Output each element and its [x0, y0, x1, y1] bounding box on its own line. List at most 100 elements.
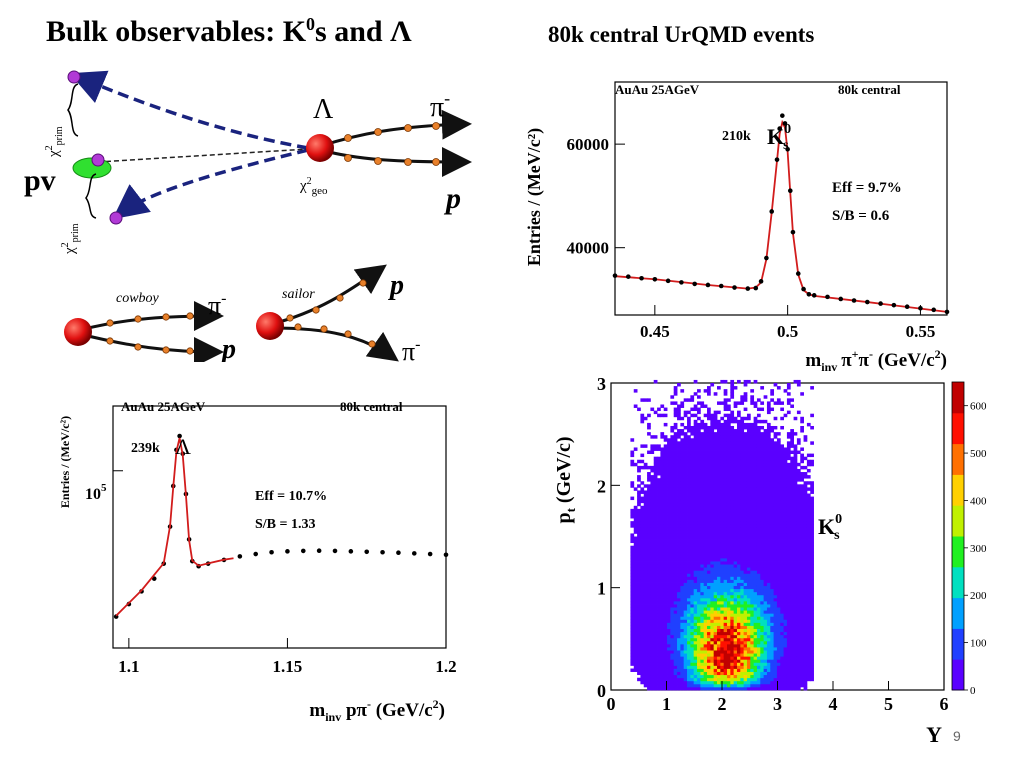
heatmap-cell [783, 677, 788, 682]
heatmap-cell [763, 640, 768, 645]
heatmap-cell [717, 518, 721, 522]
heatmap-cell [697, 582, 701, 587]
heatmap-cell [790, 557, 794, 562]
heatmap-cell [750, 435, 755, 439]
heatmap-cell [720, 521, 725, 525]
heatmap-cell [663, 539, 668, 544]
heatmap-cell [770, 610, 775, 614]
heatmap-cell [700, 438, 705, 442]
heatmap-cell [780, 613, 785, 617]
heatmap-cell [796, 518, 801, 522]
heatmap-cell [670, 487, 675, 491]
heatmap-cell [766, 490, 771, 494]
heatmap-cell [647, 465, 651, 470]
heatmap-cell [803, 607, 808, 611]
heatmap-cell [726, 462, 731, 467]
heatmap-cell [810, 659, 814, 663]
heatmap-cell [800, 594, 804, 599]
heatmap-cell [693, 499, 698, 504]
heatmap-cell [760, 637, 765, 642]
heatmap-cell [790, 597, 794, 602]
k0s-data-point [774, 157, 780, 162]
heatmap-cell [806, 515, 811, 519]
heatmap-cell [766, 640, 771, 645]
heatmap-cell [697, 600, 701, 605]
heatmap-cell [780, 686, 785, 691]
heatmap-cell [660, 653, 665, 657]
heatmap-cell [710, 511, 715, 516]
heatmap-cell [660, 607, 665, 611]
heatmap-cell [746, 634, 751, 639]
heatmap-cell [753, 576, 758, 580]
heatmap-cell [717, 576, 721, 580]
heatmap-cell [776, 610, 781, 614]
heatmap-cell [633, 616, 638, 620]
heatmap-cell [693, 613, 698, 617]
heatmap-cell [653, 511, 658, 516]
heatmap-cell [640, 536, 645, 540]
heatmap-xtick-label-6: 6 [940, 694, 949, 714]
heatmap-cell [717, 487, 721, 491]
heatmap-cell [710, 604, 715, 608]
v0-topology-diagram: pv χ2prim χ2prim Λ π- p χ2geo cowboy π- … [24, 70, 472, 362]
heatmap-cell [730, 536, 735, 540]
heatmap-cell [713, 545, 718, 550]
heatmap-cell [687, 570, 691, 574]
heatmap-cell [766, 432, 771, 436]
heatmap-cell [743, 450, 748, 455]
heatmap-cell [713, 472, 718, 476]
heatmap-cell [750, 462, 755, 467]
heatmap-cell [746, 475, 751, 479]
heatmap-cell [707, 533, 711, 537]
heatmap-cell [683, 570, 688, 574]
heatmap-cell [697, 518, 701, 522]
heatmap-cell [663, 465, 668, 470]
heatmap-cell [786, 444, 791, 448]
heatmap-cell [730, 493, 735, 497]
heatmap-cell [697, 490, 701, 494]
heatmap-cell [710, 643, 715, 648]
heatmap-cell [630, 637, 635, 642]
heatmap-cell [730, 619, 735, 623]
heatmap-cell [810, 508, 814, 513]
heatmap-cell [803, 597, 808, 602]
heatmap-cell [673, 643, 678, 648]
heatmap-cell [687, 680, 691, 685]
heatmap-cell [700, 637, 705, 642]
heatmap-cell [640, 643, 645, 648]
heatmap-cell [720, 634, 725, 639]
heatmap-cell [753, 683, 758, 688]
heatmap-cell [650, 511, 655, 516]
heatmap-cell [640, 622, 645, 626]
heatmap-cell [730, 588, 735, 593]
k0s-data-point [806, 291, 812, 297]
heatmap-cell [697, 478, 701, 482]
heatmap-cell [770, 465, 775, 470]
heatmap-cell [693, 640, 698, 645]
heatmap-cell [667, 659, 671, 663]
heatmap-cell [760, 527, 765, 531]
heatmap-cell [800, 505, 804, 510]
heatmap-cell [733, 647, 738, 651]
heatmap-cell [683, 472, 688, 476]
heatmap-cell [810, 548, 814, 553]
heatmap-cell [700, 594, 705, 599]
heatmap-cell [800, 631, 804, 636]
heatmap-cell [796, 441, 801, 445]
heatmap-cell [650, 502, 655, 507]
heatmap-cell [810, 604, 814, 608]
heatmap-cell [786, 545, 791, 550]
heatmap-cell [723, 542, 728, 547]
heatmap-cell [736, 438, 741, 442]
heatmap-cell [673, 650, 678, 654]
heatmap-cell [743, 508, 748, 513]
k0s-ytick-label-0: 40000 [567, 239, 610, 258]
heatmap-cell [677, 429, 681, 433]
heatmap-cell [643, 591, 648, 596]
heatmap-cell [736, 650, 741, 654]
heatmap-cell [790, 579, 794, 583]
heatmap-cell [707, 604, 711, 608]
heatmap-cell [680, 416, 685, 421]
heatmap-cell [640, 662, 645, 666]
heatmap-cell [717, 631, 721, 636]
